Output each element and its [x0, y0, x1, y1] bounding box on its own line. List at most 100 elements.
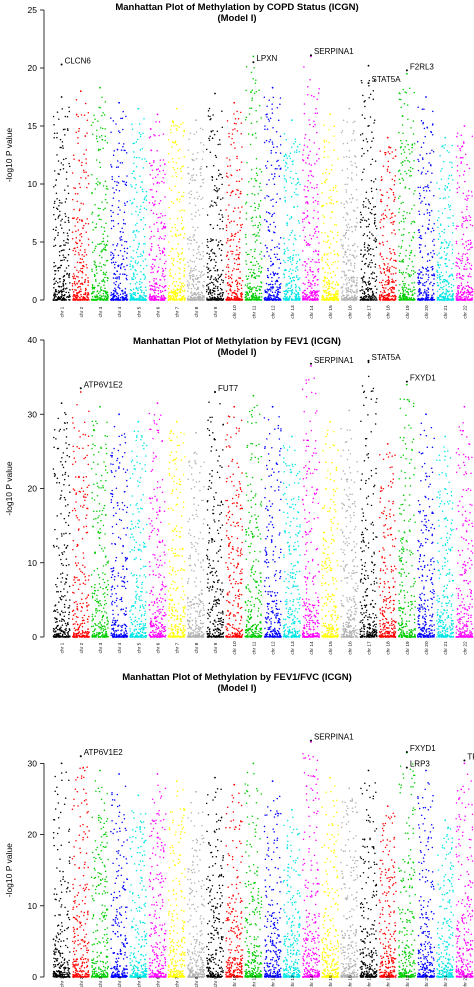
data-point — [351, 164, 353, 166]
data-point — [413, 142, 416, 145]
data-point — [53, 293, 55, 296]
data-point — [123, 211, 126, 213]
data-point — [114, 180, 116, 183]
data-point — [149, 237, 151, 240]
data-point — [403, 151, 406, 153]
data-point — [53, 277, 56, 279]
data-point — [142, 260, 144, 262]
data-point — [114, 277, 117, 279]
data-point — [179, 198, 181, 200]
data-point — [256, 174, 259, 176]
data-point — [307, 243, 309, 245]
data-point — [356, 207, 359, 209]
data-point — [279, 262, 282, 265]
data-point — [282, 237, 285, 239]
data-point — [393, 180, 396, 182]
data-point — [335, 224, 338, 226]
data-point — [66, 296, 68, 298]
data-point — [206, 238, 209, 241]
data-point — [71, 283, 74, 285]
data-point — [199, 172, 202, 174]
data-point — [344, 236, 347, 239]
data-point — [92, 292, 94, 294]
data-point — [295, 193, 297, 196]
data-point — [169, 129, 172, 131]
data-point — [55, 192, 58, 195]
data-point — [151, 164, 153, 167]
data-point — [125, 241, 128, 243]
data-point — [140, 253, 142, 255]
data-point — [93, 273, 96, 276]
data-point — [132, 288, 135, 290]
data-point — [131, 276, 133, 279]
data-point — [407, 264, 409, 267]
data-point — [154, 259, 157, 261]
data-point — [215, 297, 218, 300]
data-point — [273, 273, 276, 276]
y-axis-label: -log10 P value — [4, 128, 14, 182]
data-point — [254, 82, 257, 84]
data-point — [213, 258, 216, 261]
data-point — [199, 127, 202, 130]
data-point — [390, 295, 392, 298]
data-point — [124, 296, 127, 299]
data-point — [85, 274, 87, 276]
data-point — [346, 299, 348, 301]
data-point — [308, 295, 310, 298]
data-point — [235, 258, 238, 261]
data-point — [134, 187, 136, 189]
data-point — [271, 213, 274, 216]
data-point — [228, 184, 230, 186]
data-point — [309, 234, 311, 236]
data-point — [341, 290, 344, 292]
data-point — [132, 278, 135, 281]
data-point — [80, 245, 82, 247]
data-point — [255, 179, 258, 182]
data-point — [308, 163, 311, 165]
data-point — [272, 298, 275, 300]
data-point — [350, 177, 353, 179]
data-point — [123, 247, 126, 250]
data-point — [194, 298, 196, 301]
data-point — [102, 292, 105, 295]
data-point — [194, 229, 196, 231]
data-point — [346, 142, 349, 144]
data-point — [343, 283, 345, 286]
data-point — [314, 292, 317, 295]
data-point — [106, 293, 109, 296]
data-point — [348, 281, 351, 284]
data-point — [72, 154, 75, 156]
data-point — [188, 138, 190, 140]
data-point — [176, 260, 179, 263]
data-point — [104, 207, 106, 210]
data-point — [155, 255, 158, 258]
chromosome-points — [282, 119, 301, 301]
data-point — [214, 264, 217, 267]
data-point — [206, 252, 208, 254]
data-point — [292, 299, 295, 301]
data-point — [266, 183, 268, 186]
data-point — [112, 289, 115, 292]
data-point — [363, 200, 365, 203]
data-point — [284, 200, 287, 203]
data-point — [240, 161, 243, 163]
data-point — [217, 189, 219, 191]
data-point — [72, 291, 75, 293]
data-point — [250, 205, 252, 208]
data-point — [238, 241, 240, 243]
data-point — [404, 283, 407, 285]
data-point — [196, 277, 199, 279]
data-point — [336, 253, 339, 255]
data-point — [382, 279, 384, 281]
data-point — [400, 299, 403, 301]
data-point — [252, 264, 254, 266]
data-point — [194, 204, 197, 207]
data-point — [193, 133, 196, 135]
data-point — [57, 215, 60, 218]
data-point — [302, 169, 304, 172]
data-point — [276, 299, 279, 301]
data-point — [194, 215, 196, 217]
data-point — [145, 199, 148, 201]
data-point — [79, 269, 81, 272]
data-point — [228, 132, 230, 135]
